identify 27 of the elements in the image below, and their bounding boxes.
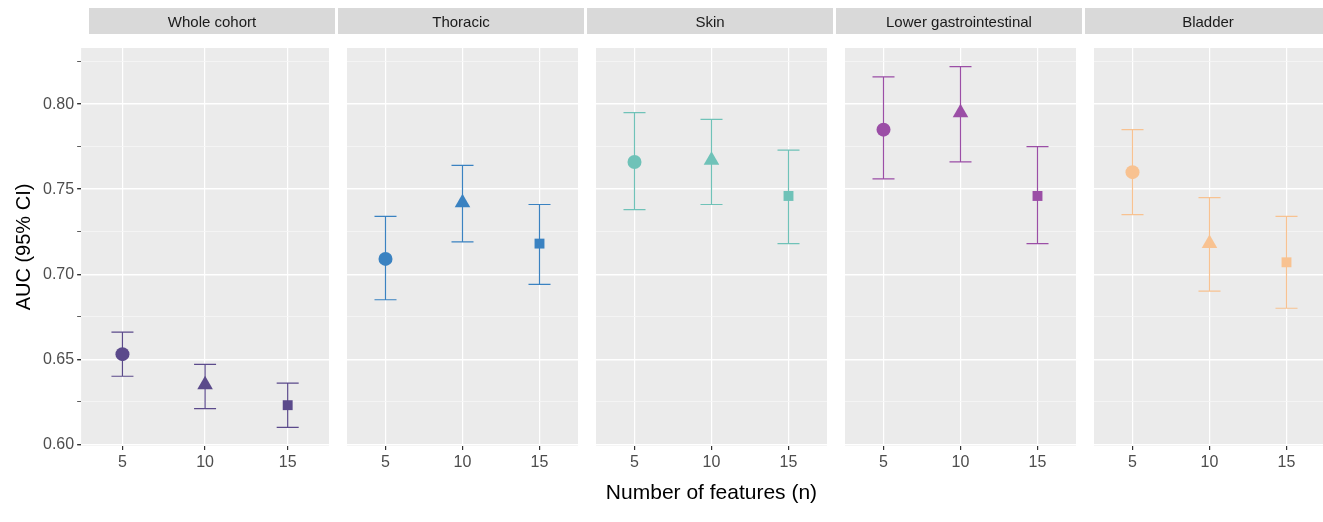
x-tick-label: 10 xyxy=(702,453,721,471)
x-tick-label: 15 xyxy=(1277,453,1296,471)
x-tick-label: 10 xyxy=(951,453,970,471)
x-tick-label: 5 xyxy=(381,453,391,471)
y-tick-label: 0.75 xyxy=(43,179,75,197)
y-tick-label: 0.70 xyxy=(43,264,75,282)
x-tick-label: 5 xyxy=(118,453,127,471)
chart-title: Skin xyxy=(587,8,833,34)
chart-title: Lower gastrointestinal xyxy=(836,8,1082,34)
x-axis-title: Number of features (n) xyxy=(604,480,819,505)
x-tick-label: 15 xyxy=(278,453,297,471)
y-tick-label: 0.80 xyxy=(43,94,75,112)
x-tick-label: 5 xyxy=(879,453,889,471)
x-tick-label: 15 xyxy=(779,453,798,471)
y-tick-label: 0.65 xyxy=(43,349,75,367)
x-tick-label: 10 xyxy=(1200,453,1219,471)
chart-title: Whole cohort xyxy=(89,8,335,34)
chart-title: Bladder xyxy=(1085,8,1323,34)
y-tick-label: 0.60 xyxy=(43,434,75,452)
chart-title: Thoracic xyxy=(338,8,584,34)
x-tick-label: 5 xyxy=(1128,453,1138,471)
x-tick-label: 10 xyxy=(196,453,215,471)
y-axis-title: AUC (95% CI) xyxy=(11,183,34,311)
x-tick-label: 5 xyxy=(630,453,640,471)
x-tick-label: 15 xyxy=(530,453,549,471)
x-tick-label: 15 xyxy=(1028,453,1047,471)
x-tick-label: 10 xyxy=(453,453,472,471)
